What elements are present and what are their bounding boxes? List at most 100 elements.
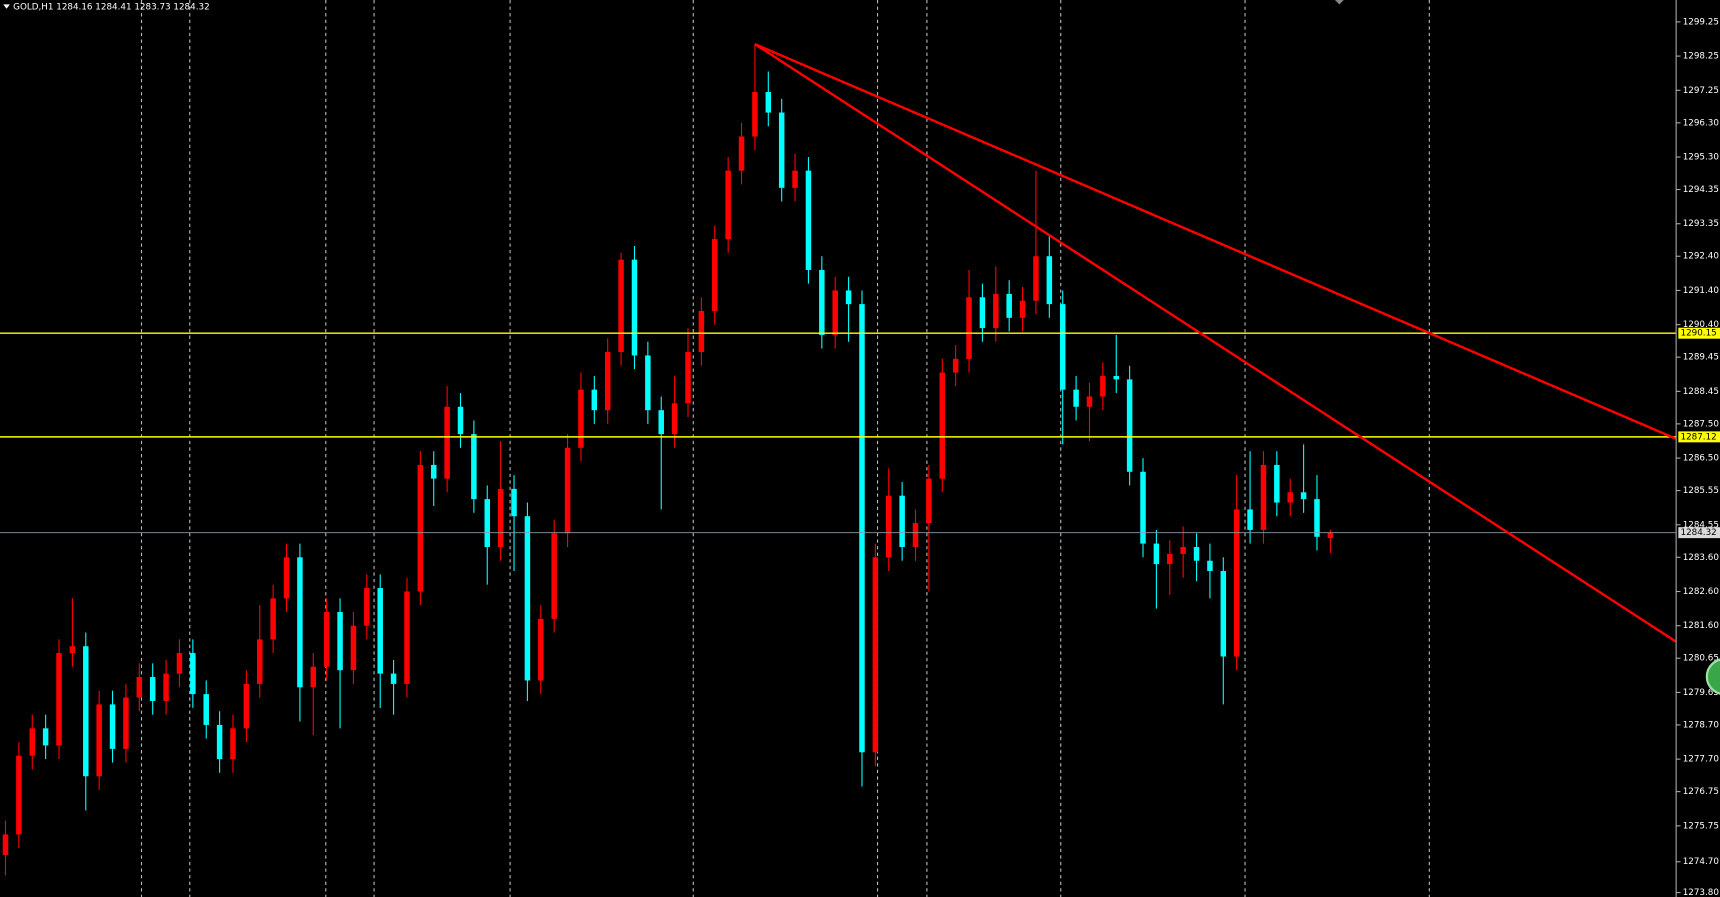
candle-body	[1233, 509, 1240, 657]
y-tick-label: 1277.70	[1683, 755, 1719, 765]
y-tick-label: 1286.50	[1683, 454, 1719, 464]
candle-body	[1314, 499, 1320, 537]
candle-body	[618, 259, 624, 353]
trendline	[754, 43, 1677, 643]
y-tick-label: 1278.70	[1683, 720, 1719, 730]
candle-body	[16, 755, 22, 835]
candle-body	[310, 666, 317, 688]
candle-body	[230, 728, 236, 760]
candle-body	[1073, 389, 1079, 407]
y-tick-label: 1295.30	[1683, 153, 1719, 163]
y-tick-label: 1274.70	[1683, 857, 1719, 867]
candle-body	[738, 136, 745, 171]
y-tick-label: 1280.65	[1683, 654, 1719, 664]
candle-body	[417, 464, 424, 592]
candle-body	[872, 557, 879, 753]
candle-body	[952, 358, 959, 373]
candle-body	[257, 639, 263, 684]
candle-body	[163, 673, 169, 701]
candle-body	[69, 646, 76, 654]
candle-body	[1247, 509, 1253, 530]
candle-body	[1180, 547, 1186, 554]
candle-body	[1100, 375, 1106, 397]
candle-body	[1046, 256, 1053, 305]
candle-body	[564, 447, 571, 534]
candle-body	[444, 406, 450, 479]
y-tick-label: 1273.80	[1683, 888, 1719, 897]
candle-body	[1086, 396, 1093, 407]
y-tick-label: 1281.60	[1683, 621, 1719, 631]
candle-body	[56, 653, 62, 746]
candle-body	[216, 724, 223, 760]
scroll-marker[interactable]	[1334, 0, 1344, 5]
candle-body	[1207, 560, 1213, 571]
candle-body	[832, 290, 838, 335]
menu-arrow[interactable]	[3, 4, 10, 9]
candle-body	[29, 728, 35, 756]
y-tick-label: 1291.40	[1683, 286, 1719, 296]
candle-body	[109, 704, 116, 749]
candle-body	[471, 434, 477, 500]
y-tick-label: 1294.35	[1683, 185, 1719, 195]
candle-body	[1274, 464, 1280, 503]
price-level-tag	[1678, 431, 1720, 443]
candle-body	[993, 293, 999, 329]
y-tick-label: 1282.60	[1683, 587, 1719, 597]
close: 1284.32	[173, 2, 209, 12]
candle-body	[1220, 570, 1227, 657]
candle-body	[497, 488, 504, 548]
candle-body	[1126, 379, 1133, 472]
candle-body	[190, 653, 196, 695]
candle-body	[899, 495, 905, 548]
candle-body	[484, 499, 491, 548]
candle-body	[1059, 304, 1066, 390]
candle-body	[778, 112, 785, 188]
y-tick-label: 1298.25	[1683, 52, 1719, 62]
candle-body	[297, 557, 303, 688]
candle-body	[845, 290, 852, 305]
separators	[140, 0, 1430, 897]
high: 1284.41	[95, 2, 131, 12]
candle-body	[1006, 293, 1012, 318]
candle-body	[926, 478, 932, 524]
candle-body	[912, 523, 919, 548]
candle-body	[123, 697, 129, 749]
candle-body	[805, 170, 812, 270]
trade-button[interactable]	[1705, 658, 1720, 695]
y-tick-label: 1299.25	[1683, 17, 1719, 27]
y-tick-label: 1276.75	[1683, 787, 1719, 797]
price-level-label: 1290.15	[1681, 329, 1717, 339]
candle-body	[604, 352, 611, 411]
y-tick-label: 1290.40	[1683, 320, 1719, 330]
candle-body	[524, 516, 531, 681]
y-tick-label: 1288.45	[1683, 387, 1719, 397]
current-price-label: 1284.32	[1681, 528, 1717, 538]
candle-body	[765, 92, 772, 113]
candle-body	[511, 488, 517, 517]
candle-body	[243, 683, 250, 729]
candle-body	[283, 557, 290, 599]
candle-body	[323, 612, 330, 667]
y-tick-label: 1297.25	[1683, 86, 1719, 96]
candle-body	[2, 834, 9, 855]
candle-body	[457, 406, 464, 435]
trendline	[754, 43, 1677, 440]
candle-body	[149, 677, 156, 701]
open: 1284.16	[56, 2, 93, 12]
candle-body	[671, 403, 678, 435]
price-level-tag	[1678, 327, 1720, 339]
candle-body	[1327, 532, 1334, 539]
candle-body	[1153, 543, 1160, 565]
candle-body	[792, 170, 798, 188]
candle-body	[752, 92, 758, 137]
candle-body	[939, 372, 946, 479]
candle-body	[1287, 492, 1293, 503]
y-tick-label: 1292.40	[1683, 252, 1719, 262]
y-tick-label: 1284.55	[1683, 520, 1719, 530]
y-tick-label: 1283.60	[1683, 553, 1719, 563]
price-level-label: 1287.12	[1681, 432, 1717, 442]
candle-body	[885, 495, 892, 558]
candle-body	[1140, 471, 1146, 544]
y-tick-label: 1296.30	[1683, 118, 1719, 128]
